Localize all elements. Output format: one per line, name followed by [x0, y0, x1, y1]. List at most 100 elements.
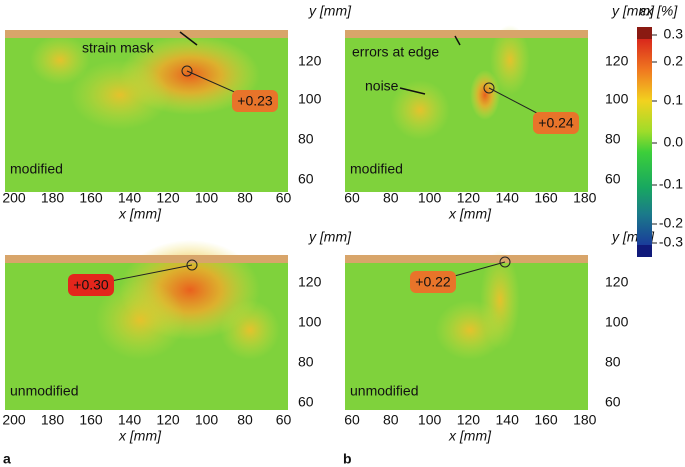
x-tick-label: 60: [276, 412, 292, 428]
strain-spot: [435, 300, 505, 360]
x-axis-label: x [mm]: [118, 428, 162, 444]
peak-marker: [186, 259, 198, 271]
annotation-arrow: [399, 87, 426, 95]
y-tick-label: 80: [298, 131, 314, 147]
state-label: unmodified: [10, 383, 79, 399]
x-tick-label: 120: [457, 190, 481, 206]
x-tick-label: 180: [41, 412, 65, 428]
annotation: noise: [365, 78, 399, 94]
x-tick-label: 160: [534, 190, 558, 206]
y-tick-label: 120: [298, 274, 322, 290]
state-label: modified: [350, 161, 403, 177]
y-tick-label: 120: [605, 274, 629, 290]
colorbar-tick-label: 0.2: [664, 53, 684, 69]
specimen-edge: [5, 255, 288, 263]
x-tick-label: 140: [118, 190, 142, 206]
x-tick-label: 200: [2, 412, 26, 428]
x-tick-label: 80: [383, 412, 399, 428]
specimen-edge: [345, 30, 588, 38]
x-tick-label: 60: [344, 412, 360, 428]
peak-value: +0.30: [73, 277, 109, 293]
x-tick-label: 120: [457, 412, 481, 428]
y-tick-label: 80: [605, 131, 621, 147]
strain-panel: modified 60 80 100 120 140 160 180 120 100 80 60 x […: [344, 3, 655, 222]
colorbar-tick-label: -0.3: [659, 234, 683, 250]
peak-badge: [533, 112, 579, 134]
y-tick-label: 60: [298, 394, 314, 410]
colorbar-tick-label: -0.2: [659, 215, 683, 231]
x-axis-label: x [mm]: [118, 206, 162, 222]
y-tick-label: 60: [605, 394, 621, 410]
x-tick-label: 100: [195, 412, 219, 428]
figure-label: a: [3, 451, 11, 467]
x-tick-label: 80: [237, 190, 253, 206]
strain-spot: [390, 80, 450, 140]
state-label: unmodified: [350, 383, 419, 399]
x-tick-label: 200: [2, 190, 26, 206]
peak-marker: [499, 256, 511, 268]
x-tick-label: 60: [344, 190, 360, 206]
strain-spot: [95, 280, 185, 360]
specimen-edge: [345, 255, 588, 263]
strain-panel: unmodified 60 80 100 120 140 160 180 120 100 80 60 x…: [344, 229, 655, 444]
figure-label: b: [343, 451, 352, 467]
annotation: strain mask: [82, 40, 155, 56]
peak-marker: [483, 82, 495, 94]
x-tick-label: 120: [156, 412, 180, 428]
annotation: errors at edge: [352, 44, 439, 60]
x-tick-label: 160: [79, 190, 103, 206]
x-tick-label: 80: [237, 412, 253, 428]
x-tick-label: 80: [383, 190, 399, 206]
strain-panel: unmodified 200 180 160 140 120 100 80 60 120 100 80…: [2, 229, 352, 444]
y-tick-label: 80: [605, 354, 621, 370]
peak-marker: [181, 65, 193, 77]
x-tick-label: 140: [496, 190, 520, 206]
y-tick-label: 80: [298, 354, 314, 370]
x-tick-label: 180: [573, 412, 597, 428]
colorbar-tick-label: 0.1: [664, 92, 684, 108]
x-tick-label: 140: [118, 412, 142, 428]
y-tick-label: 60: [298, 171, 314, 187]
y-tick-label: 60: [605, 171, 621, 187]
y-axis-label: y [mm]: [308, 229, 352, 245]
peak-badge: [232, 90, 278, 112]
peak-value: +0.24: [538, 115, 574, 131]
y-axis-label: y [mm]: [308, 3, 352, 19]
strain-panel: modified 200 180 160 140 120 100 80 60 120 100 80 60…: [2, 3, 352, 222]
x-tick-label: 160: [534, 412, 558, 428]
colorbar-tick-label: -0.1: [659, 176, 683, 192]
y-tick-label: 100: [298, 314, 322, 330]
x-tick-label: 160: [79, 412, 103, 428]
y-tick-label: 120: [605, 53, 629, 69]
peak-badge: [410, 271, 456, 293]
x-axis-label: x [mm]: [448, 428, 492, 444]
peak-value: +0.22: [415, 274, 451, 290]
x-tick-label: 140: [496, 412, 520, 428]
x-tick-label: 100: [418, 412, 442, 428]
colorbar-bottom: [637, 245, 652, 257]
x-tick-label: 60: [276, 190, 292, 206]
x-tick-label: 100: [195, 190, 219, 206]
y-tick-label: 100: [605, 314, 629, 330]
y-axis-label: y [mm]: [611, 3, 655, 19]
annotation-arrow: [179, 31, 198, 46]
x-axis-label: x [mm]: [448, 206, 492, 222]
strain-spot: [470, 70, 500, 120]
strain-spot: [70, 60, 170, 130]
colorbar-title: εx [%]: [640, 3, 678, 19]
peak-value: +0.23: [237, 93, 273, 109]
peak-badge: [68, 274, 114, 296]
y-tick-label: 100: [605, 91, 629, 107]
colorbar-tick-label: 0.0: [664, 134, 684, 150]
colorbar-top: [637, 27, 652, 39]
y-tick-label: 120: [298, 53, 322, 69]
colorbar-tick-label: 0.3: [664, 26, 684, 42]
x-tick-label: 100: [418, 190, 442, 206]
state-label: modified: [10, 161, 63, 177]
strain-spot: [490, 25, 530, 95]
strain-spot: [220, 300, 280, 360]
strain-spot: [30, 35, 90, 85]
x-tick-label: 180: [41, 190, 65, 206]
strain-field: [345, 30, 588, 192]
